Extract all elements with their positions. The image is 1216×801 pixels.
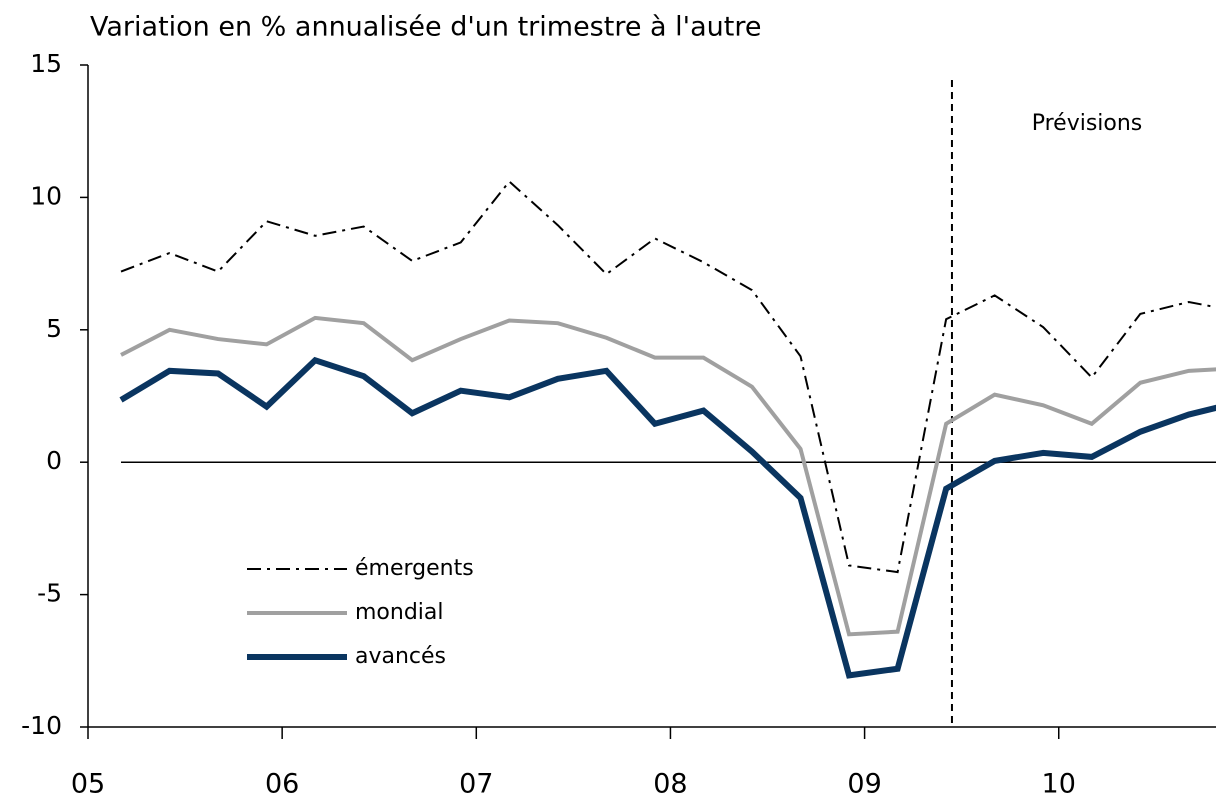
x-tick-label: 09 xyxy=(847,769,881,800)
legend-label: avancés xyxy=(355,644,446,669)
y-tick-label: 15 xyxy=(30,49,62,78)
x-tick-label: 07 xyxy=(459,769,493,800)
y-tick-label: 10 xyxy=(30,181,62,210)
series-line xyxy=(120,180,1216,574)
y-tick-label: -5 xyxy=(37,579,62,608)
legend-label: émergents xyxy=(355,556,474,581)
y-tick-label: -10 xyxy=(21,711,62,740)
series-line xyxy=(120,315,1216,637)
x-tick-label: 06 xyxy=(265,769,299,800)
y-tick-label: 5 xyxy=(46,314,62,343)
plot-area xyxy=(119,180,1216,679)
chart-title: Variation en % annualisée d'un trimestre… xyxy=(90,12,761,43)
forecast-label: Prévisions xyxy=(1032,111,1143,136)
x-tick-label: 08 xyxy=(653,769,687,800)
legend-label: mondial xyxy=(355,600,444,625)
y-tick-label: 0 xyxy=(46,446,62,475)
x-tick-label: 05 xyxy=(71,769,105,800)
series-line xyxy=(119,356,1216,679)
x-tick-label: 10 xyxy=(1042,769,1076,800)
